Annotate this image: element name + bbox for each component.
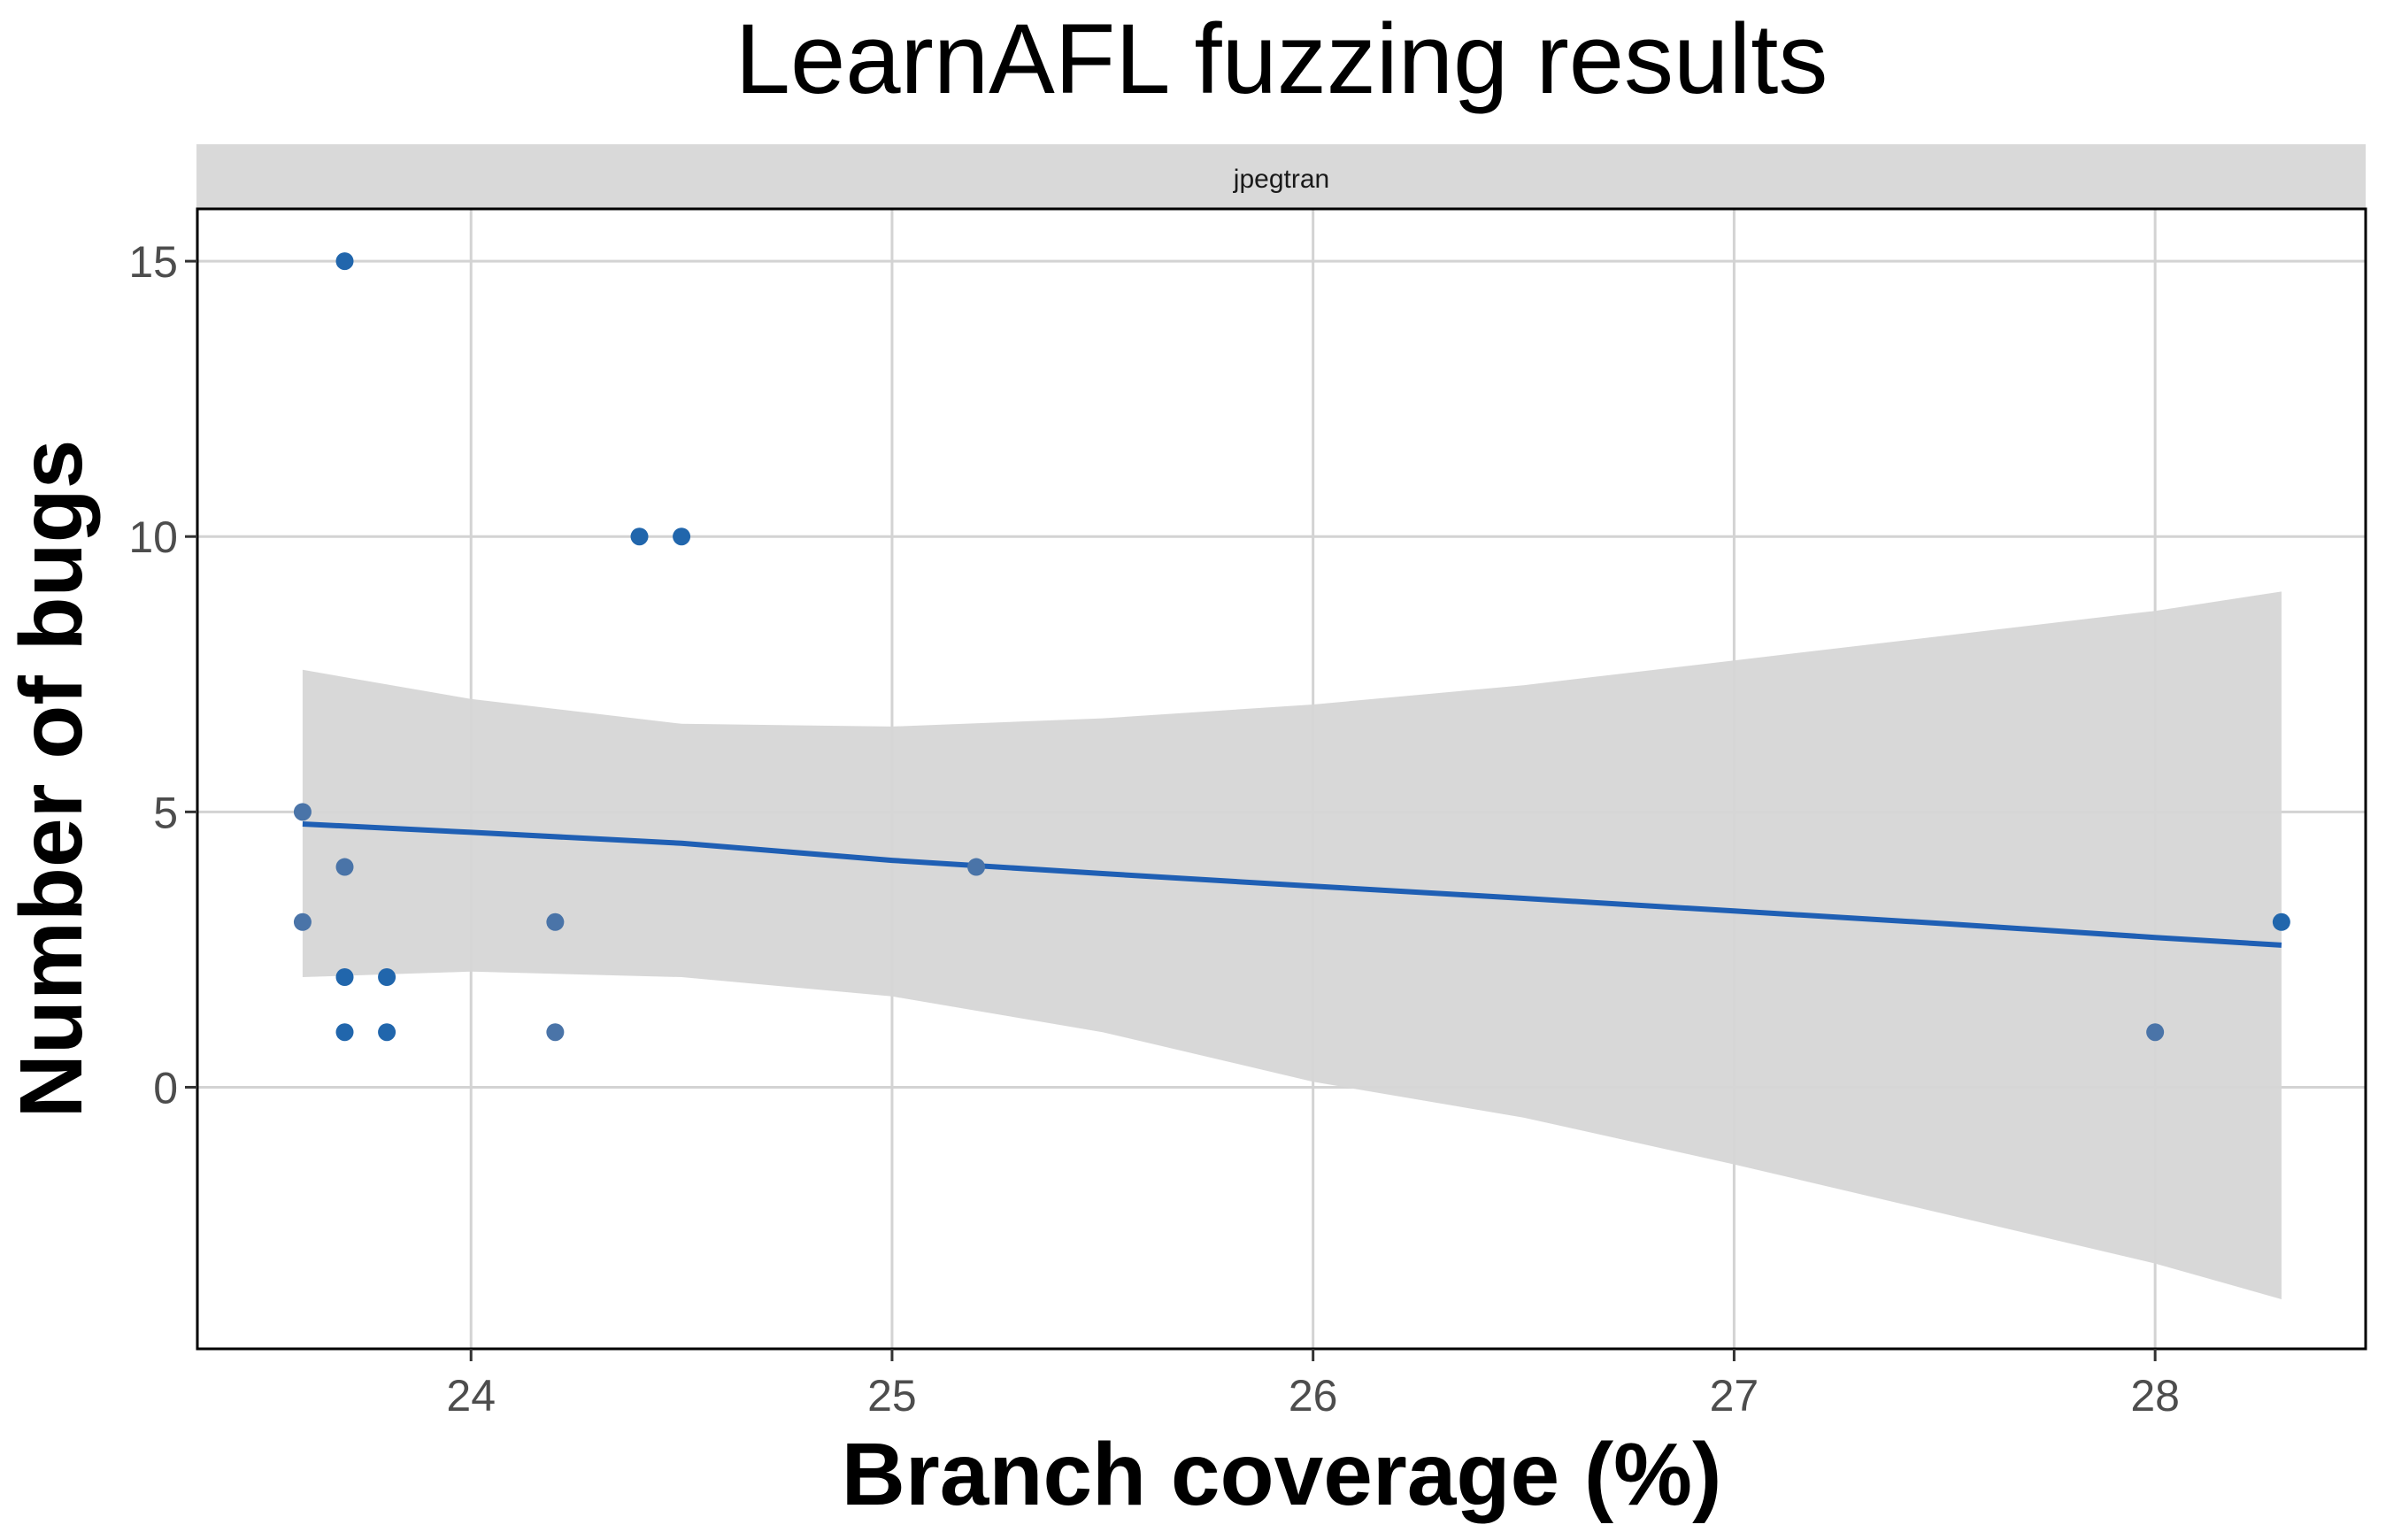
data-point: [546, 912, 565, 931]
data-point: [378, 1023, 396, 1042]
x-axis-title: Branch coverage (%): [842, 1425, 1722, 1524]
data-point: [335, 858, 354, 876]
data-point: [335, 968, 354, 986]
data-point: [378, 968, 396, 986]
data-point: [2146, 1023, 2165, 1042]
facet-strip-label: jpegtran: [1233, 165, 1329, 194]
facet-strip: [196, 144, 2366, 208]
regression-line: [302, 821, 2282, 948]
y-axis-title: Number of bugs: [2, 440, 101, 1119]
data-point: [335, 1023, 354, 1042]
confidence-ribbon: [302, 591, 2282, 1299]
y-tick-label: 5: [153, 788, 178, 837]
data-point: [546, 1023, 565, 1042]
data-point: [673, 527, 691, 546]
x-axis-ticks: 24 25 26 27 28: [446, 1349, 2180, 1421]
chart-title: LearnAFL fuzzing results: [735, 4, 1828, 114]
y-axis-ticks: 0 5 10 15: [128, 237, 197, 1113]
y-tick-label: 0: [153, 1063, 178, 1113]
x-tick-label: 27: [1710, 1371, 1759, 1421]
x-tick-label: 25: [867, 1371, 917, 1421]
y-tick-label: 15: [128, 237, 178, 287]
data-point: [293, 803, 312, 821]
data-point: [630, 527, 649, 546]
y-tick-label: 10: [128, 512, 178, 562]
data-points: [293, 252, 2290, 1042]
plot-panel-border: [196, 207, 2367, 1351]
x-tick-label: 24: [446, 1371, 496, 1421]
x-tick-label: 26: [1289, 1371, 1338, 1421]
data-point: [2272, 912, 2290, 931]
data-point: [967, 858, 986, 876]
x-tick-label: 28: [2130, 1371, 2180, 1421]
data-point: [335, 252, 354, 271]
data-point: [293, 912, 312, 931]
